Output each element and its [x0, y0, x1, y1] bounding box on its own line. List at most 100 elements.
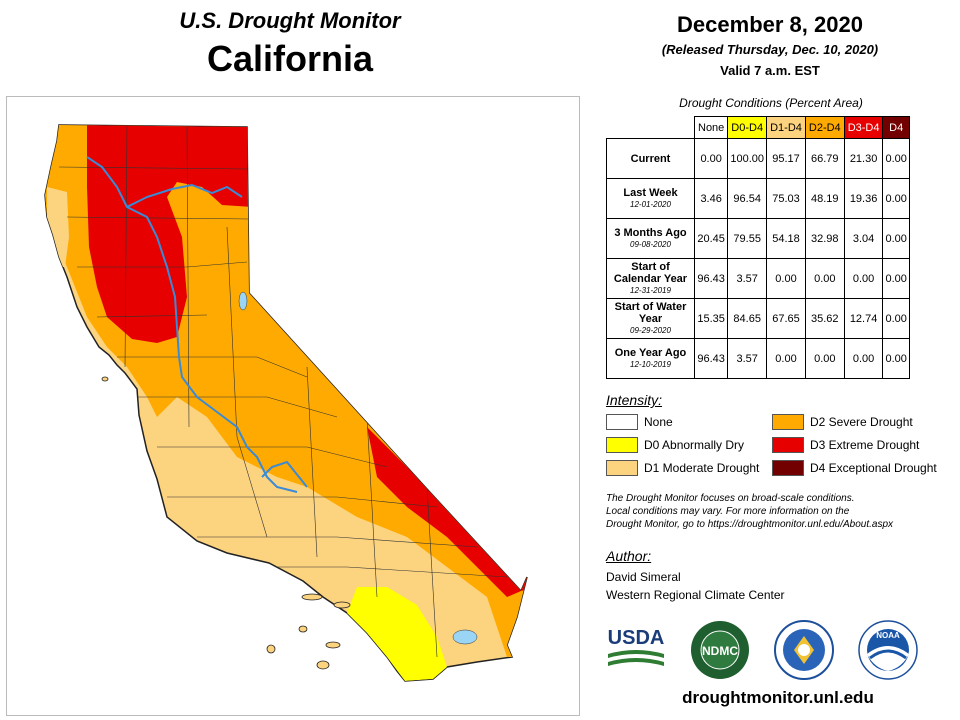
table-cell: 54.18 [766, 218, 806, 259]
table-cell: 0.00 [882, 258, 910, 299]
legend-label-d3: D3 Extreme Drought [810, 438, 920, 452]
column-header-d4: D4 [882, 116, 910, 139]
author-title: Author: [606, 548, 652, 564]
table-cell: 48.19 [804, 178, 845, 219]
table-cell: 0.00 [804, 258, 845, 299]
table-cell: 96.43 [693, 258, 729, 299]
table-cell: 19.36 [843, 178, 884, 219]
legend-item-d2: D2 Severe Drought [772, 414, 913, 430]
row-date: 09-29-2020 [630, 325, 671, 335]
note-line-2: Local conditions may vary. For more info… [606, 506, 850, 517]
table-cell: 20.45 [693, 218, 729, 259]
conditions-header-row: None D0-D4 D1-D4 D2-D4 D3-D4 D4 [607, 116, 910, 139]
table-cell: 0.00 [882, 178, 910, 219]
table-cell: 100.00 [727, 138, 768, 179]
salton-sea [452, 629, 478, 645]
legend-label-d4: D4 Exceptional Drought [810, 461, 937, 475]
table-cell: 75.03 [766, 178, 806, 219]
ndmc-logo: NDMC [691, 621, 749, 679]
drought-conditions-table: None D0-D4 D1-D4 D2-D4 D3-D4 D4 Current 0… [606, 116, 910, 379]
legend-item-d4: D4 Exceptional Drought [772, 460, 937, 476]
table-cell: 0.00 [766, 338, 806, 379]
lake-tahoe [238, 291, 248, 311]
row-label-text: One Year Ago [614, 346, 687, 359]
row-label: Start of Calendar Year 12-31-2019 [606, 258, 695, 299]
note-line-3: Drought Monitor, go to https://droughtmo… [606, 519, 894, 530]
legend-item-none: None [606, 414, 673, 430]
table-cell: 96.43 [693, 338, 729, 379]
conditions-row: Start of Water Year 09-29-2020 15.35 84.65 6… [606, 298, 910, 339]
table-cell: 0.00 [882, 338, 910, 379]
author-name: David Simeral [606, 570, 681, 584]
row-label-text: Last Week [623, 186, 678, 199]
author-org: Western Regional Climate Center [606, 588, 785, 602]
usda-logo: USDA [608, 627, 665, 666]
legend-label-d2: D2 Severe Drought [810, 415, 913, 429]
table-cell: 0.00 [804, 338, 845, 379]
disclaimer-note: The Drought Monitor focuses on broad-sca… [606, 492, 950, 531]
table-cell: 35.62 [804, 298, 845, 339]
table-cell: 0.00 [882, 138, 910, 179]
legend-label-d1: D1 Moderate Drought [644, 461, 760, 475]
row-date: 12-10-2019 [630, 359, 671, 369]
table-cell: 32.98 [804, 218, 845, 259]
table-cell: 21.30 [843, 138, 884, 179]
row-label: 3 Months Ago 09-08-2020 [606, 218, 695, 259]
table-cell: 96.54 [727, 178, 768, 219]
table-cell: 0.00 [843, 258, 884, 299]
row-label: Current [606, 138, 695, 179]
conditions-caption: Drought Conditions (Percent Area) [679, 96, 863, 110]
table-cell: 67.65 [766, 298, 806, 339]
legend-swatch-none [606, 414, 638, 430]
state-title: California [206, 38, 374, 79]
legend-swatch-d0 [606, 437, 638, 453]
table-cell: 3.46 [693, 178, 729, 219]
noaa-logo: NOAA [858, 620, 918, 680]
table-cell: 0.00 [766, 258, 806, 299]
map-subtitle: U.S. Drought Monitor [179, 8, 401, 33]
conditions-row: Start of Calendar Year 12-31-2019 96.43 3.5… [606, 258, 910, 299]
legend-item-d1: D1 Moderate Drought [606, 460, 759, 476]
column-header-d2-d4: D2-D4 [804, 116, 845, 139]
legend-item-d0: D0 Abnormally Dry [606, 437, 744, 453]
row-label-text: Start of Calendar Year [613, 260, 688, 285]
row-date: 09-08-2020 [630, 239, 671, 249]
row-label-text: Start of Water Year [614, 300, 687, 325]
column-header-d1-d4: D1-D4 [766, 116, 806, 139]
legend-label-none: None [644, 415, 673, 429]
intensity-title: Intensity: [606, 392, 663, 408]
conditions-row: Current 0.00 100.00 95.17 66.79 21.30 0.00 [606, 138, 910, 179]
column-header-none: None [693, 116, 729, 139]
footer-url[interactable]: droughtmonitor.unl.edu [682, 688, 874, 707]
d0-abnormally-dry [347, 587, 447, 681]
d3-extreme-north [87, 125, 252, 343]
commerce-logo [774, 620, 834, 680]
svg-text:USDA: USDA [608, 627, 665, 649]
table-cell: 15.35 [693, 298, 729, 339]
table-cell: 0.00 [843, 338, 884, 379]
date-block: December 8, 2020 (Released Thursday, Dec… [600, 12, 940, 78]
legend-item-d3: D3 Extreme Drought [772, 437, 919, 453]
row-label-text: Current [630, 152, 671, 165]
conditions-row: One Year Ago 12-10-2019 96.43 3.57 0.00 0.00 0… [606, 338, 910, 379]
row-label: Last Week 12-01-2020 [606, 178, 695, 219]
legend-swatch-d4 [772, 460, 804, 476]
map-date: December 8, 2020 [677, 12, 863, 37]
legend-swatch-d1 [606, 460, 638, 476]
drought-map [6, 96, 580, 716]
table-cell: 0.00 [882, 218, 910, 259]
legend-swatch-d3 [772, 437, 804, 453]
conditions-row: 3 Months Ago 09-08-2020 20.45 79.55 54.18 32.… [606, 218, 910, 259]
table-cell: 3.57 [727, 258, 768, 299]
note-line-1: The Drought Monitor focuses on broad-sca… [606, 493, 855, 504]
table-cell: 12.74 [843, 298, 884, 339]
intensity-legend: None D0 Abnormally Dry D1 Moderate Droug… [606, 414, 952, 480]
row-label-text: 3 Months Ago [614, 226, 687, 239]
table-cell: 95.17 [766, 138, 806, 179]
svg-text:NOAA: NOAA [876, 631, 900, 640]
svg-text:NDMC: NDMC [702, 644, 738, 658]
table-cell: 0.00 [882, 298, 910, 339]
row-label: Start of Water Year 09-29-2020 [606, 298, 695, 339]
valid-time: Valid 7 a.m. EST [720, 63, 820, 78]
column-header-d0-d4: D0-D4 [727, 116, 768, 139]
